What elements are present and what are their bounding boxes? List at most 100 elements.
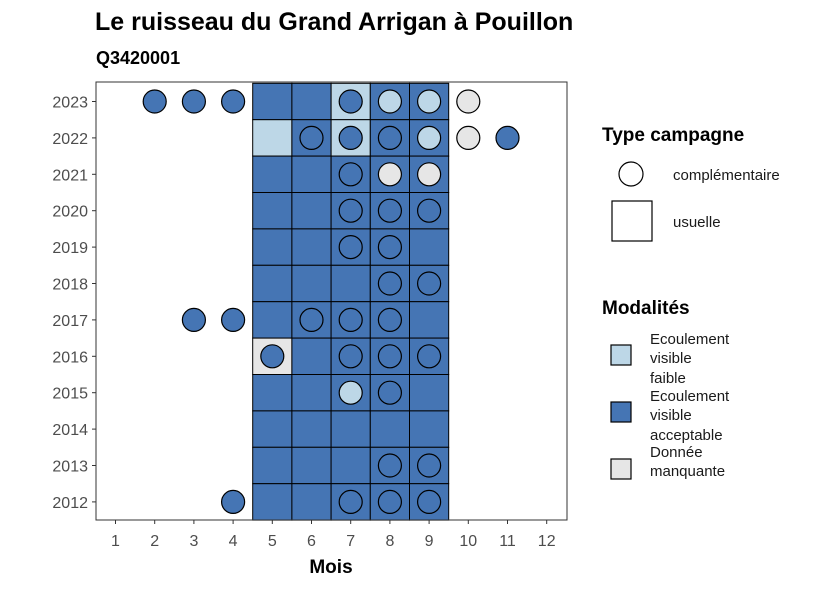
usuelle-cell xyxy=(291,228,332,266)
usuelle-cell xyxy=(252,374,293,412)
usuelle-cell xyxy=(409,301,450,339)
complementaire-point xyxy=(221,489,246,514)
x-tick-label: 9 xyxy=(425,533,434,550)
complementaire-point xyxy=(417,344,442,369)
y-tick-label: 2020 xyxy=(52,204,88,221)
y-tick-label: 2017 xyxy=(52,313,88,330)
legend-modalite-label: manquante xyxy=(650,463,725,480)
legend-modalite-label: visible xyxy=(650,350,692,367)
complementaire-point xyxy=(456,125,481,150)
legend-modalite-label: Donnée xyxy=(650,444,703,461)
usuelle-cell xyxy=(291,374,332,412)
complementaire-point xyxy=(377,453,402,478)
complementaire-point xyxy=(299,307,324,332)
complementaire-point xyxy=(181,89,206,114)
complementaire-point xyxy=(417,271,442,296)
complementaire-point xyxy=(495,125,520,150)
usuelle-cell xyxy=(291,446,332,485)
complementaire-point xyxy=(377,162,402,187)
usuelle-cell xyxy=(330,483,371,521)
x-tick-label: 6 xyxy=(307,533,316,550)
complementaire-point xyxy=(417,162,442,187)
complementaire-point xyxy=(338,125,363,150)
legend-type-title: Type campagne xyxy=(602,125,744,146)
complementaire-points xyxy=(142,89,520,514)
complementaire-point xyxy=(377,380,402,405)
usuelle-cell xyxy=(252,301,293,339)
usuelle-cell xyxy=(291,337,332,376)
x-tick-label: 7 xyxy=(346,533,355,550)
usuelle-cell xyxy=(330,446,371,485)
complementaire-point xyxy=(417,125,442,150)
usuelle-cell xyxy=(409,410,450,448)
usuelle-cell xyxy=(291,483,332,521)
legend-modalite-label: faible xyxy=(650,370,686,387)
y-tick-label: 2022 xyxy=(52,131,88,148)
legend-modalite-label: visible xyxy=(650,407,692,424)
y-tick-label: 2016 xyxy=(52,349,88,366)
y-tick-label: 2019 xyxy=(52,240,88,257)
x-tick-label: 1 xyxy=(111,533,120,550)
y-tick-label: 2013 xyxy=(52,459,88,476)
usuelle-cell xyxy=(252,264,293,303)
complementaire-point xyxy=(377,235,402,260)
x-tick-label: 8 xyxy=(385,533,394,550)
usuelle-cell xyxy=(291,410,332,448)
complementaire-point xyxy=(417,453,442,478)
usuelle-cell xyxy=(252,446,293,485)
complementaire-point xyxy=(377,489,402,514)
legend-modalite-label: acceptable xyxy=(650,427,723,444)
complementaire-point xyxy=(181,307,206,332)
usuelle-cell xyxy=(252,119,293,157)
legend-modalite-swatch xyxy=(610,458,632,480)
x-tick-label: 2 xyxy=(150,533,159,550)
x-tick-label: 12 xyxy=(538,533,556,550)
usuelle-cell xyxy=(291,264,332,303)
x-axis: 1 2 3 4 5 6 7 8 9 10 11 12 xyxy=(111,520,556,550)
complementaire-point xyxy=(338,344,363,369)
complementaire-point xyxy=(221,307,246,332)
complementaire-point xyxy=(417,89,442,114)
usuelle-cell xyxy=(252,483,293,521)
complementaire-point xyxy=(338,307,363,332)
usuelle-cell xyxy=(330,264,371,303)
complementaire-point xyxy=(221,89,246,114)
y-tick-label: 2015 xyxy=(52,386,88,403)
complementaire-point xyxy=(377,125,402,150)
x-tick-label: 11 xyxy=(499,533,516,550)
legend-modalites-title: Modalités xyxy=(602,298,690,319)
complementaire-point xyxy=(377,307,402,332)
legend-modalite-swatch xyxy=(610,401,632,423)
usuelle-cell xyxy=(291,82,332,121)
complementaire-point xyxy=(338,235,363,260)
usuelle-cell xyxy=(330,228,371,266)
y-tick-label: 2023 xyxy=(52,95,88,112)
complementaire-point xyxy=(417,198,442,223)
complementaire-point xyxy=(338,162,363,187)
x-axis-label: Mois xyxy=(309,557,352,578)
usuelle-cell xyxy=(291,192,332,230)
legend-square-swatch xyxy=(611,200,653,242)
usuelle-cell xyxy=(291,155,332,194)
complementaire-point xyxy=(338,380,363,405)
usuelle-cell xyxy=(252,410,293,448)
complementaire-point xyxy=(338,198,363,223)
legend-modalites: EcoulementvisiblefaibleEcoulementvisible… xyxy=(610,331,730,480)
usuelle-cell xyxy=(369,410,410,448)
complementaire-point xyxy=(377,344,402,369)
usuelle-cells xyxy=(252,82,450,521)
complementaire-point xyxy=(377,89,402,114)
complementaire-point xyxy=(299,125,324,150)
complementaire-point xyxy=(417,489,442,514)
usuelle-cell xyxy=(252,82,293,121)
legend-modalite-swatch xyxy=(610,344,632,366)
complementaire-point xyxy=(338,489,363,514)
x-tick-label: 3 xyxy=(189,533,198,550)
legend-modalite-label: Ecoulement xyxy=(650,331,730,348)
usuelle-cell xyxy=(252,228,293,266)
legend-modalite-label: Ecoulement xyxy=(650,388,730,405)
legend-usuelle-label: usuelle xyxy=(673,214,721,231)
chart-title: Le ruisseau du Grand Arrigan à Pouillon xyxy=(95,8,573,36)
legend-complementaire-label: complémentaire xyxy=(673,167,780,184)
